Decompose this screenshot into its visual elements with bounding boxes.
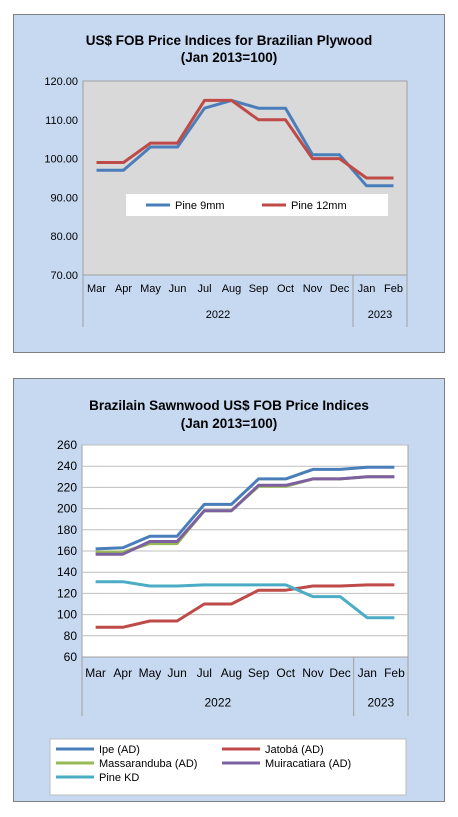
x-tick-label: Aug [221,666,242,680]
legend-label: Massaranduba (AD) [99,758,197,770]
legend-label: Jatobá (AD) [265,744,324,756]
y-tick-label: 140 [57,565,77,579]
y-tick-label: 80 [64,629,78,643]
y-tick-label: 200 [57,502,77,516]
y-tick-label: 220 [57,480,77,494]
y-tick-label: 100.00 [44,154,78,166]
plywood-chart-panel: US$ FOB Price Indices for Brazilian Plyw… [13,14,445,353]
series-line-1 [96,98,394,180]
x-tick-label: Feb [384,666,405,680]
y-tick-label: 160 [57,544,77,558]
series-line-1 [95,583,395,629]
y-tick-label: 110.00 [45,115,78,127]
plot-area [82,80,408,276]
x-tick-label: Dec [330,283,350,295]
y-tick-label: 240 [57,459,77,473]
x-tick-label: Mar [85,666,106,680]
legend-label: Pine KD [99,772,139,784]
y-tick-label: 60 [64,650,78,664]
x-tick-label: Jul [197,283,211,295]
legend-label: Muiracatiara (AD) [265,758,351,770]
x-tick-label: May [140,283,161,295]
year-label: 2022 [204,696,231,710]
x-tick-label: Apr [113,666,132,680]
x-tick-label: Jun [167,666,186,680]
series-line-4 [95,580,395,620]
legend-label: Ipe (AD) [99,744,140,756]
y-tick-label: 120 [57,586,77,600]
series-line-0 [96,98,394,188]
x-tick-label: Apr [115,283,132,295]
x-tick-label: Sep [249,283,269,295]
y-tick-label: 100 [57,608,77,622]
y-tick-label: 180 [57,523,77,537]
y-tick-label: 120.00 [44,76,78,88]
year-label: 2022 [206,309,230,321]
year-label: 2023 [367,696,394,710]
sawnwood-chart-panel: Brazilain Sawnwood US$ FOB Price Indices… [13,378,445,802]
x-tick-label: Nov [302,666,323,680]
y-tick-label: 80.00 [50,231,78,243]
legend-label: Pine 12mm [291,200,347,212]
x-tick-label: Jan [358,283,376,295]
sawnwood-chart-subtitle: (Jan 2013=100) [180,416,278,431]
x-tick-label: Oct [277,283,294,295]
x-tick-label: Sep [248,666,270,680]
sawnwood-chart-svg: 60 80 100 120 140 160 180 200 220 240 260 Mar Apr May… [49,438,409,796]
x-tick-label: Jan [358,666,377,680]
plywood-chart-subtitle: (Jan 2013=100) [180,50,278,65]
x-tick-label: Oct [276,666,295,680]
plywood-chart-svg: 70.00 80.00 90.00 100.00 110.00 120.00 Mar Apr M… [44,76,408,327]
x-tick-label: Mar [87,283,106,295]
y-tick-label: 70.00 [50,270,78,282]
series-line-3 [95,475,395,556]
x-tick-label: Dec [329,666,350,680]
x-tick-label: Jun [169,283,187,295]
x-tick-label: Nov [303,283,323,295]
series-line-0 [95,465,395,551]
x-tick-label: Aug [222,283,242,295]
x-tick-label: Jul [197,666,212,680]
sawnwood-chart-title: Brazilain Sawnwood US$ FOB Price Indices [89,398,369,413]
y-tick-label: 260 [57,438,77,452]
x-tick-label: May [139,666,162,680]
y-tick-label: 90.00 [50,192,78,204]
year-label: 2023 [368,309,392,321]
legend-box [126,194,388,216]
plywood-chart-title: US$ FOB Price Indices for Brazilian Plyw… [85,33,373,48]
x-tick-label: Feb [384,283,403,295]
legend-label: Pine 9mm [175,200,225,212]
